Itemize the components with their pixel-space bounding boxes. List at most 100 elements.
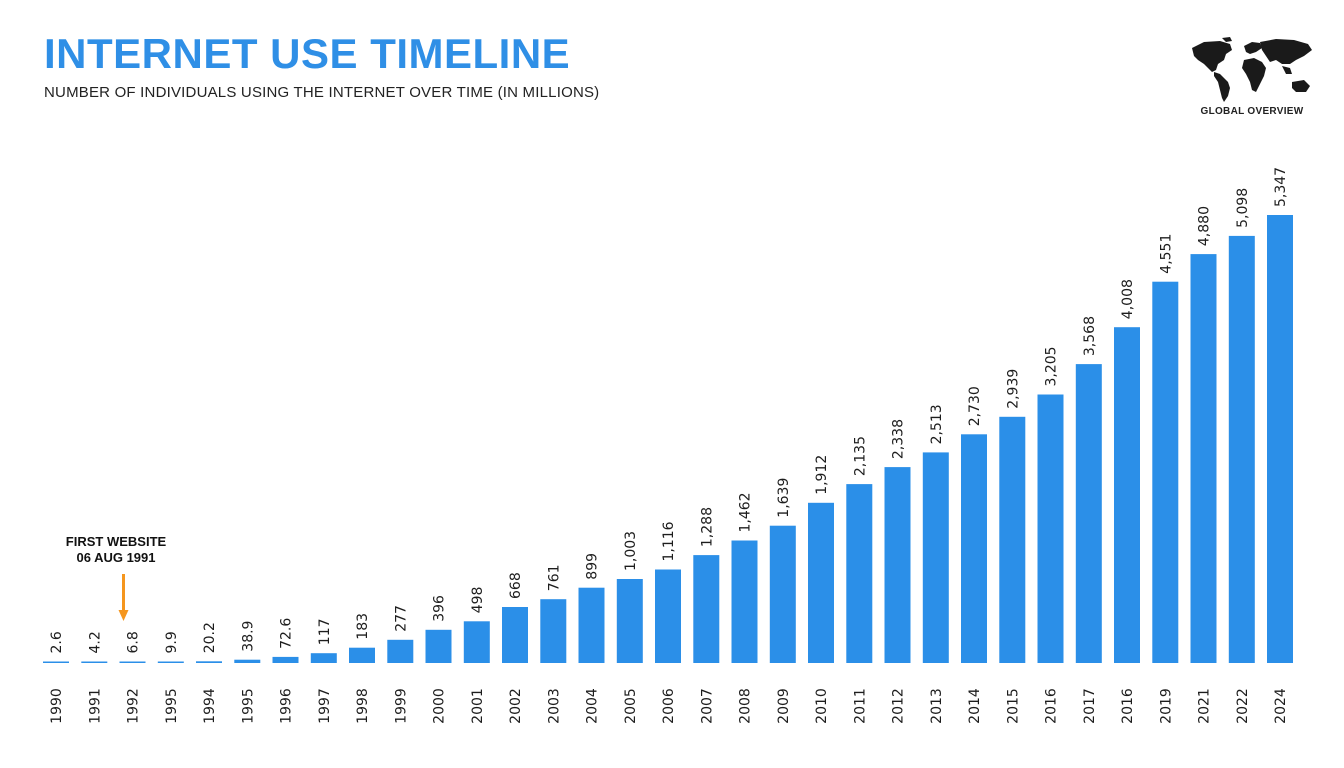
category-label-20: 2010 [814,688,830,724]
category-label-18: 2008 [738,688,754,724]
value-label-22: 2,338 [891,419,907,459]
value-label-9: 277 [393,605,409,632]
bar-13 [540,599,567,663]
value-label-4: 20.2 [202,622,218,653]
bar-32 [1267,215,1293,663]
category-label-21: 2011 [852,688,868,724]
bar-28 [1114,327,1140,663]
value-label-3: 9.9 [164,631,180,653]
annotation-line-1: FIRST WEBSITE [65,534,167,549]
category-label-30: 2021 [1197,688,1213,724]
bar-24 [961,434,987,663]
value-label-30: 4,880 [1197,206,1213,246]
bar-29 [1152,281,1179,663]
category-label-29: 2019 [1158,688,1174,724]
value-label-18: 1,462 [738,492,754,532]
category-label-10: 2000 [432,688,448,724]
category-label-24: 2014 [967,688,983,724]
value-label-21: 2,135 [852,436,868,476]
category-label-25: 2015 [1005,688,1021,724]
bar-16 [655,569,681,663]
category-label-26: 2016 [1044,688,1060,724]
category-label-6: 1996 [279,688,295,724]
bar-27 [1075,364,1102,663]
page-title: INTERNET USE TIMELINE [44,30,571,77]
category-label-12: 2002 [508,688,524,724]
category-label-17: 2007 [699,688,715,724]
value-label-20: 1,912 [814,455,830,495]
value-label-6: 72.6 [279,618,295,649]
category-label-14: 2004 [585,688,601,724]
value-label-5: 38.9 [240,621,256,652]
bar-7 [310,653,337,663]
value-label-2: 6.8 [126,631,142,653]
value-label-26: 3,205 [1044,346,1060,386]
category-label-2: 1992 [126,688,142,724]
bar-0 [43,661,69,663]
value-label-7: 117 [317,618,333,645]
world-map-icon [1192,37,1312,102]
bar-21 [846,484,873,663]
bar-30 [1190,254,1217,663]
category-label-28: 2016 [1120,688,1136,724]
value-label-19: 1,639 [776,478,792,518]
bar-18 [731,540,758,663]
bar-26 [1037,394,1064,663]
bar-14 [578,587,605,663]
bar-6 [272,656,299,663]
value-label-25: 2,939 [1005,369,1021,409]
category-label-9: 1999 [393,688,409,724]
bar-23 [922,452,949,663]
category-label-7: 1997 [317,688,333,724]
value-label-12: 668 [508,572,524,599]
bar-19 [769,525,796,663]
bar-1 [81,661,108,663]
category-label-13: 2003 [546,688,562,724]
bar-9 [387,639,414,663]
bar-15 [616,579,643,663]
value-label-24: 2,730 [967,386,983,426]
value-label-0: 2.6 [49,631,65,653]
value-label-11: 498 [470,587,486,614]
bar-22 [884,467,911,663]
category-label-5: 1995 [240,688,256,724]
page-subtitle: NUMBER OF INDIVIDUALS USING THE INTERNET… [44,84,600,101]
bar-5 [234,659,261,663]
category-label-8: 1998 [355,688,371,724]
value-label-14: 899 [585,553,601,580]
value-label-13: 761 [546,564,562,591]
category-label-16: 2006 [661,688,677,724]
annotation-line-2: 06 AUG 1991 [76,550,156,565]
category-label-19: 2009 [776,688,792,724]
annotation-arrow-head [118,610,129,621]
value-label-16: 1,116 [661,521,677,561]
value-label-28: 4,008 [1120,279,1136,319]
value-label-27: 3,568 [1082,316,1098,356]
bar-25 [999,416,1026,663]
category-label-4: 1994 [202,688,218,724]
value-label-1: 4.2 [87,631,103,653]
bar-17 [693,555,720,663]
value-label-8: 183 [355,613,371,640]
category-label-3: 1995 [164,688,180,724]
bar-11 [463,621,490,663]
value-label-17: 1,288 [699,507,715,547]
category-label-32: 2024 [1273,688,1289,724]
bar-12 [502,607,528,663]
category-label-22: 2012 [891,688,907,724]
value-label-31: 5,098 [1235,188,1251,228]
bar-20 [808,502,834,663]
value-label-15: 1,003 [623,531,639,571]
category-label-31: 2022 [1235,688,1251,724]
category-label-0: 1990 [49,688,65,724]
category-label-11: 2001 [470,688,486,724]
logo-caption: GLOBAL OVERVIEW [1200,106,1304,117]
bar-31 [1228,235,1255,663]
bar-10 [425,629,452,663]
category-label-23: 2013 [929,688,945,724]
bar-8 [349,647,375,663]
category-label-27: 2017 [1082,688,1098,724]
value-label-32: 5,347 [1273,167,1289,207]
bar-4 [196,661,222,663]
